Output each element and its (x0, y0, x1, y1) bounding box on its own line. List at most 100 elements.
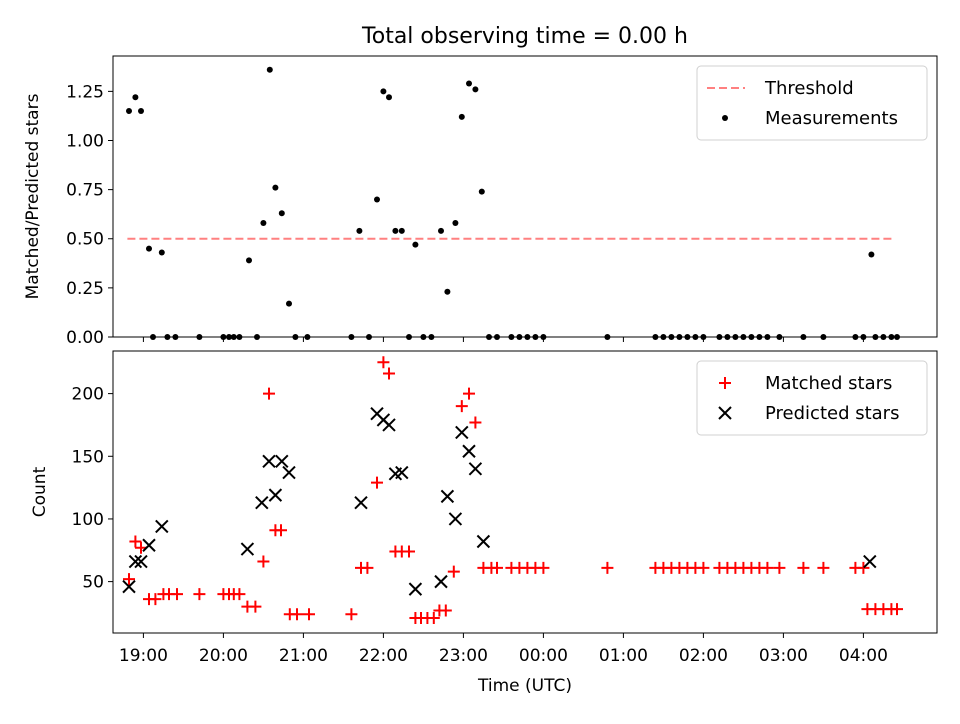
data-point-measurement (286, 300, 292, 307)
x-tick-label: 23:00 (439, 646, 488, 666)
data-point-matched (463, 387, 475, 400)
data-point-predicted (122, 579, 136, 594)
data-point-matched (761, 561, 774, 574)
x-tick-label: 20:00 (199, 646, 248, 666)
data-point-predicted (142, 538, 156, 552)
series-measurements (126, 66, 900, 340)
data-point-measurement (386, 94, 392, 101)
data-point-measurement (660, 334, 667, 340)
data-point-measurement (716, 334, 723, 340)
data-point-matched (257, 555, 270, 568)
legend-marker-measurement (722, 115, 728, 121)
x-tick-label: 22:00 (359, 646, 408, 666)
data-point-matched (275, 524, 287, 537)
data-point-measurement (740, 334, 747, 340)
data-point-predicted (282, 465, 296, 480)
data-point-measurement (138, 108, 144, 115)
data-point-matched (263, 387, 275, 400)
y-tick-label: 0.00 (66, 328, 104, 348)
legend-marker-matched (719, 377, 731, 389)
legend-marker-predicted (718, 406, 732, 420)
data-point-measurement (428, 334, 435, 340)
data-point-measurement (172, 334, 179, 340)
data-point-measurement (246, 257, 252, 264)
data-point-matched (601, 561, 614, 574)
data-point-predicted (275, 454, 289, 469)
data-point-measurement (668, 334, 675, 340)
data-point-measurement (366, 334, 372, 340)
data-point-measurement (764, 334, 771, 340)
y-tick-label: 0.25 (66, 279, 104, 299)
data-point-measurement (230, 334, 237, 340)
y-tick-label: 50 (82, 573, 104, 593)
data-point-matched (447, 565, 460, 578)
data-point-measurement (872, 334, 879, 340)
data-point-predicted (863, 554, 877, 569)
data-point-matched (371, 476, 383, 489)
data-point-matched (303, 608, 315, 621)
data-point-predicted (434, 574, 448, 589)
legend: Matched stars Predicted stars (696, 360, 928, 436)
legend-label: Matched stars (765, 373, 892, 394)
data-point-measurement (676, 334, 683, 340)
data-point-matched (439, 604, 452, 617)
data-point-predicted (128, 554, 143, 569)
data-point-predicted (262, 454, 276, 469)
data-point-measurement (126, 108, 132, 115)
data-point-measurement (220, 334, 227, 340)
data-point-measurement (880, 334, 887, 340)
data-point-predicted (354, 495, 368, 510)
data-point-measurement (852, 334, 859, 340)
data-point-measurement (374, 196, 380, 203)
data-point-matched (291, 608, 303, 621)
y-tick-label: 0.50 (66, 230, 104, 250)
data-point-measurement (466, 80, 472, 87)
data-point-predicted (468, 462, 483, 476)
x-tick-label: 21:00 (279, 646, 328, 666)
data-point-matched (383, 367, 395, 380)
legend-label: Predicted stars (765, 403, 899, 424)
data-point-matched (233, 588, 246, 601)
data-point-measurement (860, 334, 867, 340)
y-tick-label: 150 (72, 447, 104, 467)
data-point-measurement (226, 334, 232, 340)
data-point-matched (857, 561, 870, 574)
data-point-measurement (684, 334, 691, 340)
panel-1: 0.00 0.25 0.50 0.75 1.00 1.25 Matched/Predicte… (23, 55, 938, 348)
data-point-measurement (196, 334, 203, 340)
data-point-measurement (652, 334, 659, 340)
y-axis-label: Count (30, 466, 50, 517)
plot-frame (112, 350, 938, 634)
data-point-matched (403, 545, 415, 558)
data-point-measurement (604, 334, 611, 340)
data-point-matched (455, 400, 468, 413)
data-point-measurement (236, 334, 243, 340)
data-point-measurement (438, 227, 444, 234)
series-matched-stars (123, 356, 903, 624)
data-point-predicted (134, 554, 148, 569)
data-point-measurement (494, 334, 500, 340)
x-tick-label: 19:00 (119, 646, 168, 666)
data-point-measurement (472, 86, 479, 93)
data-point-matched (249, 600, 262, 613)
legend-box (696, 65, 928, 141)
data-point-measurement (800, 334, 807, 340)
data-point-measurement (348, 334, 355, 340)
data-point-predicted (255, 495, 269, 510)
data-point-measurement (894, 334, 900, 340)
x-axis-label: Time (UTC) (477, 676, 572, 696)
data-point-measurement (292, 334, 299, 340)
chart-title: Total observing time = 0.00 h (361, 24, 688, 49)
data-point-measurement (380, 88, 387, 95)
data-point-measurement (540, 334, 547, 340)
data-point-predicted (462, 444, 476, 458)
data-point-matched (123, 573, 135, 586)
data-point-measurement (524, 334, 531, 340)
data-point-measurement (516, 334, 523, 340)
y-tick-label: 200 (72, 385, 104, 405)
data-point-measurement (700, 334, 707, 340)
data-point-measurement (254, 334, 260, 340)
y-axis-label: Matched/Predicted stars (23, 93, 43, 299)
y-tick-label: 1.00 (66, 131, 104, 151)
data-point-predicted (408, 582, 423, 596)
